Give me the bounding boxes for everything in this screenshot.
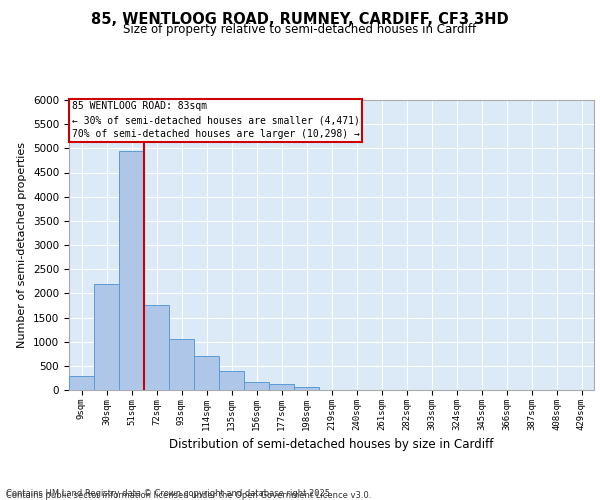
Text: 85, WENTLOOG ROAD, RUMNEY, CARDIFF, CF3 3HD: 85, WENTLOOG ROAD, RUMNEY, CARDIFF, CF3 … (91, 12, 509, 28)
Bar (244, 382, 269, 390)
Bar (119, 151, 144, 390)
Bar (169, 339, 194, 390)
Text: Contains public sector information licensed under the Open Government Licence v3: Contains public sector information licen… (6, 491, 371, 500)
Text: 85 WENTLOOG ROAD: 83sqm
← 30% of semi-detached houses are smaller (4,471)
70% of: 85 WENTLOOG ROAD: 83sqm ← 30% of semi-de… (71, 102, 359, 140)
Bar (194, 356, 219, 390)
Bar (269, 384, 294, 390)
Bar (219, 371, 244, 390)
Bar (69, 376, 94, 390)
X-axis label: Distribution of semi-detached houses by size in Cardiff: Distribution of semi-detached houses by … (169, 438, 494, 451)
Bar (144, 306, 169, 390)
Text: Contains HM Land Registry data © Crown copyright and database right 2025.: Contains HM Land Registry data © Crown c… (6, 488, 332, 498)
Bar (294, 387, 319, 390)
Y-axis label: Number of semi-detached properties: Number of semi-detached properties (17, 142, 28, 348)
Text: Size of property relative to semi-detached houses in Cardiff: Size of property relative to semi-detach… (124, 24, 476, 36)
Bar (94, 284, 119, 390)
